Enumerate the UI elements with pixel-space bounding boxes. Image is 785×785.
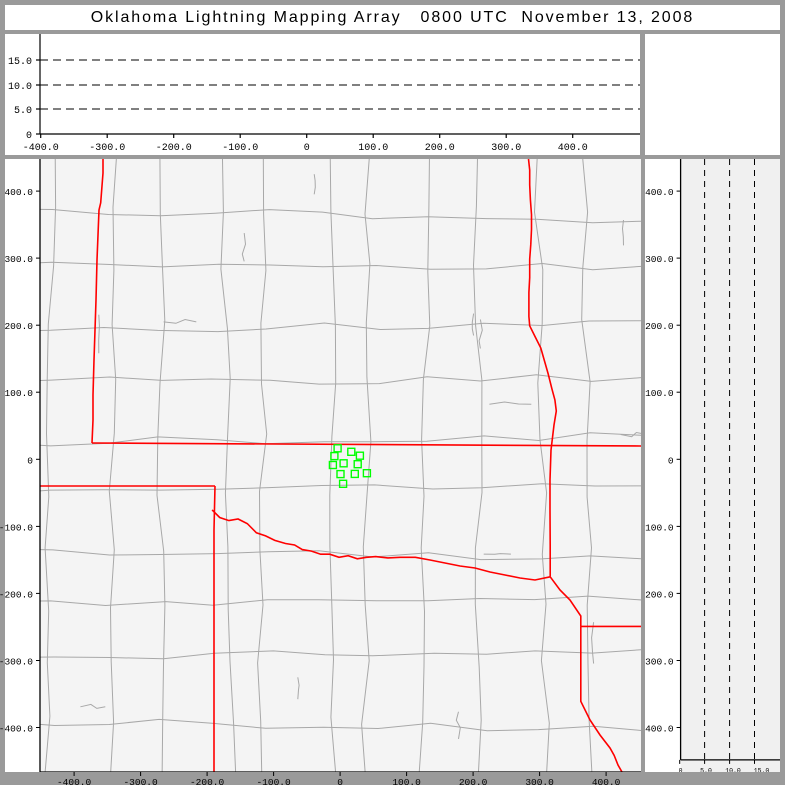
svg-text:-100.0: -100.0 — [645, 522, 674, 533]
svg-text:300.0: 300.0 — [645, 254, 674, 265]
svg-text:300.0: 300.0 — [525, 777, 554, 785]
svg-text:100.0: 100.0 — [645, 388, 674, 399]
svg-text:-100.0: -100.0 — [222, 143, 258, 154]
svg-text:400.0: 400.0 — [558, 143, 588, 154]
svg-text:-300.0: -300.0 — [123, 777, 158, 785]
svg-text:-200.0: -200.0 — [156, 143, 192, 154]
svg-text:-400.0: -400.0 — [645, 724, 674, 735]
svg-text:0: 0 — [26, 131, 32, 142]
svg-text:100.0: 100.0 — [358, 143, 388, 154]
svg-text:400.0: 400.0 — [592, 777, 621, 785]
svg-text:15.0: 15.0 — [754, 768, 770, 773]
svg-text:0: 0 — [679, 768, 683, 773]
svg-text:-200.0: -200.0 — [190, 777, 225, 785]
svg-text:200.0: 200.0 — [459, 777, 488, 785]
svg-text:300.0: 300.0 — [491, 143, 521, 154]
svg-text:0: 0 — [304, 143, 310, 154]
svg-text:400.0: 400.0 — [645, 187, 674, 198]
svg-text:15.0: 15.0 — [8, 57, 32, 68]
svg-text:200.0: 200.0 — [425, 143, 455, 154]
svg-text:-300.0: -300.0 — [89, 143, 125, 154]
svg-text:0: 0 — [668, 455, 674, 466]
svg-text:-400.0: -400.0 — [57, 777, 92, 785]
svg-text:0: 0 — [337, 777, 343, 785]
svg-text:200.0: 200.0 — [645, 321, 674, 332]
svg-text:10.0: 10.0 — [8, 82, 32, 93]
svg-text:-400.0: -400.0 — [23, 143, 59, 154]
svg-text:10.0: 10.0 — [725, 768, 741, 773]
svg-text:-200.0: -200.0 — [645, 589, 674, 600]
svg-text:5.0: 5.0 — [14, 106, 32, 117]
svg-text:-300.0: -300.0 — [645, 657, 674, 668]
svg-text:-100.0: -100.0 — [256, 777, 291, 785]
svg-text:100.0: 100.0 — [392, 777, 421, 785]
svg-text:5.0: 5.0 — [700, 768, 712, 773]
